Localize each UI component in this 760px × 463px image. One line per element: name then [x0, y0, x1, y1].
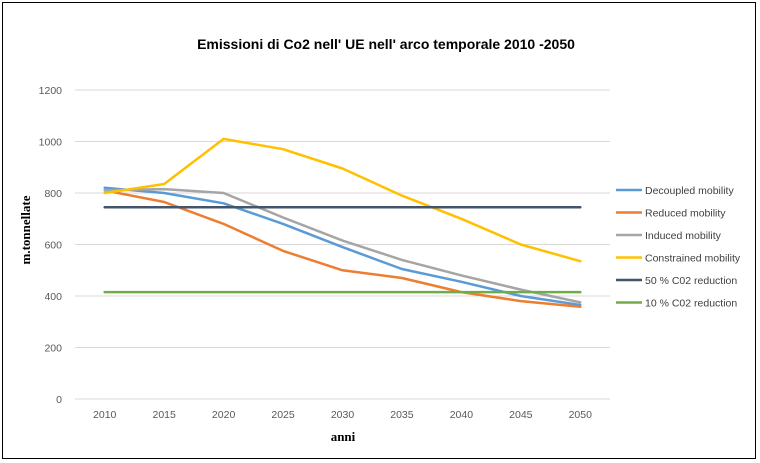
y-tick-labels: 0 200 400 600 800 1000 1200 [39, 85, 63, 406]
grid-lines [75, 89, 610, 400]
x-tick-label: 2035 [390, 409, 414, 421]
legend-label: Induced mobility [645, 230, 722, 242]
legend-item: 50 % C02 reduction [616, 275, 737, 287]
legend-label: Constrained mobility [645, 253, 741, 265]
x-axis-title: anni [331, 429, 356, 444]
legend: Decoupled mobility Reduced mobility Induce… [616, 185, 741, 310]
series-line [103, 137, 582, 263]
series-lines [103, 137, 582, 309]
x-tick-label: 2020 [212, 409, 236, 421]
x-tick-label: 2015 [152, 409, 176, 421]
series-line [103, 189, 582, 309]
legend-item: Induced mobility [616, 230, 722, 242]
legend-item: Reduced mobility [616, 208, 726, 220]
legend-label: 10 % C02 reduction [645, 298, 737, 310]
x-tick-label: 2045 [509, 409, 533, 421]
legend-label: Decoupled mobility [645, 185, 734, 197]
chart-frame [2, 2, 756, 459]
y-tick-label: 800 [44, 188, 62, 200]
legend-item: 10 % C02 reduction [616, 298, 737, 310]
legend-label: 50 % C02 reduction [645, 275, 737, 287]
y-tick-label: 0 [56, 394, 62, 406]
x-tick-label: 2050 [569, 409, 593, 421]
y-tick-label: 600 [44, 240, 62, 252]
series-line [103, 187, 582, 304]
x-tick-label: 2025 [271, 409, 295, 421]
y-tick-label: 400 [44, 291, 62, 303]
chart-title: Emissioni di Co2 nell' UE nell' arco tem… [197, 36, 575, 52]
legend-label: Reduced mobility [645, 208, 726, 220]
legend-item: Constrained mobility [616, 253, 741, 265]
y-axis-title: m.tonnellate [18, 195, 33, 264]
y-tick-label: 1200 [39, 85, 63, 97]
x-tick-label: 2030 [331, 409, 355, 421]
x-tick-labels: 2010 2015 2020 2025 2030 2035 2040 2045 2050 [93, 409, 592, 421]
legend-item: Decoupled mobility [616, 185, 734, 197]
x-tick-label: 2040 [450, 409, 474, 421]
y-tick-label: 200 [44, 343, 62, 355]
x-tick-label: 2010 [93, 409, 117, 421]
y-tick-label: 1000 [39, 137, 63, 149]
